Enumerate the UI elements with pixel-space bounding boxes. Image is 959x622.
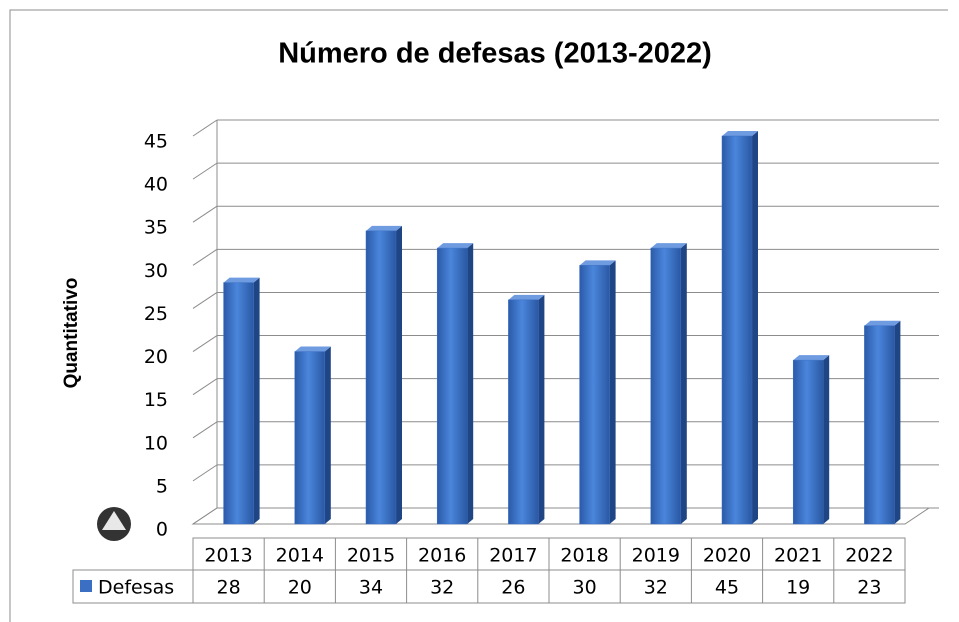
- table-value: 26: [501, 577, 525, 599]
- side-grid-line: [192, 248, 218, 266]
- bar-top: [864, 320, 901, 326]
- side-grid-line: [192, 464, 218, 482]
- y-tick-label: 40: [144, 174, 168, 196]
- side-grid-line: [192, 421, 218, 439]
- side-grid-line: [192, 162, 218, 180]
- y-tick-label: 25: [144, 303, 168, 325]
- bar-front: [436, 247, 468, 525]
- bar-front: [864, 325, 895, 525]
- side-grid-line: [192, 292, 218, 309]
- x-tick-label: 2017: [489, 545, 537, 567]
- x-tick-label: 2013: [204, 545, 252, 567]
- y-tick-label: 10: [144, 432, 168, 454]
- bar-front: [721, 135, 753, 525]
- y-tick-label: 15: [144, 389, 168, 411]
- bar-side: [467, 243, 474, 525]
- side-grid-line: [192, 205, 218, 223]
- bar-top: [294, 346, 331, 352]
- bar-side: [894, 320, 901, 524]
- table-value: 32: [430, 577, 454, 599]
- table-value: 19: [786, 577, 810, 599]
- bar: [436, 243, 474, 525]
- table-value: 28: [217, 577, 241, 599]
- y-tick-label: 35: [144, 217, 168, 239]
- y-tick-label: 45: [144, 131, 168, 153]
- bar: [792, 355, 830, 525]
- x-tick-label: 2018: [560, 545, 608, 567]
- bar: [508, 294, 545, 525]
- side-grid-line: [192, 507, 218, 525]
- bar-side: [752, 131, 758, 524]
- bar-front: [294, 351, 326, 525]
- bar-top: [223, 277, 260, 283]
- logo-icon: [97, 507, 131, 541]
- table-value: 23: [857, 577, 881, 599]
- bar-top: [366, 225, 402, 231]
- y-tick-label: 30: [144, 260, 168, 282]
- bar-side: [396, 225, 402, 524]
- x-tick-label: 2019: [632, 545, 680, 567]
- legend-swatch: [80, 580, 92, 592]
- y-tick-label: 20: [144, 346, 168, 368]
- bar-top: [722, 131, 758, 136]
- bar-front: [223, 282, 254, 525]
- x-tick-label: 2021: [774, 545, 822, 567]
- bar-top: [508, 294, 545, 300]
- bar-top: [437, 243, 474, 249]
- table-value: 30: [573, 577, 597, 599]
- bar-side: [609, 260, 616, 524]
- bar: [294, 346, 331, 525]
- table-cell: [72, 569, 906, 604]
- bar: [579, 260, 616, 525]
- bar: [721, 131, 758, 525]
- bar-top: [793, 355, 830, 361]
- x-tick-label: 2014: [276, 545, 324, 567]
- x-tick-label: 2015: [347, 545, 395, 567]
- chart-title: Número de defesas (2013-2022): [278, 38, 712, 70]
- y-tick-label: 5: [156, 475, 168, 497]
- bar: [365, 225, 402, 525]
- y-axis-label: Quantitativo: [61, 278, 82, 389]
- bar-top: [650, 243, 687, 249]
- legend-label: Defesas: [98, 577, 174, 599]
- x-tick-label: 2020: [703, 545, 751, 567]
- bar-front: [579, 265, 610, 525]
- bar-side: [823, 355, 830, 524]
- bar-side: [253, 277, 260, 524]
- x-tick-label: 2016: [418, 545, 466, 567]
- bar-top: [579, 260, 616, 266]
- bar-side: [538, 294, 545, 524]
- table-value: 32: [644, 577, 668, 599]
- y-tick-label: 0: [156, 519, 168, 541]
- x-tick-label: 2022: [845, 545, 893, 567]
- bar-front: [792, 359, 824, 525]
- chart-frame: [9, 9, 948, 622]
- side-grid-line: [192, 378, 218, 396]
- bar-front: [365, 230, 397, 525]
- bar-front: [508, 299, 539, 525]
- bar-front: [650, 247, 682, 525]
- table-value: 34: [359, 577, 383, 599]
- bar: [650, 243, 687, 525]
- table-value: 20: [288, 577, 312, 599]
- side-grid-line: [192, 119, 218, 137]
- bar: [223, 277, 260, 525]
- bar-side: [680, 243, 687, 525]
- table-value: 45: [715, 577, 739, 599]
- side-grid-line: [192, 335, 218, 352]
- bar-side: [324, 346, 331, 524]
- bar: [864, 320, 901, 525]
